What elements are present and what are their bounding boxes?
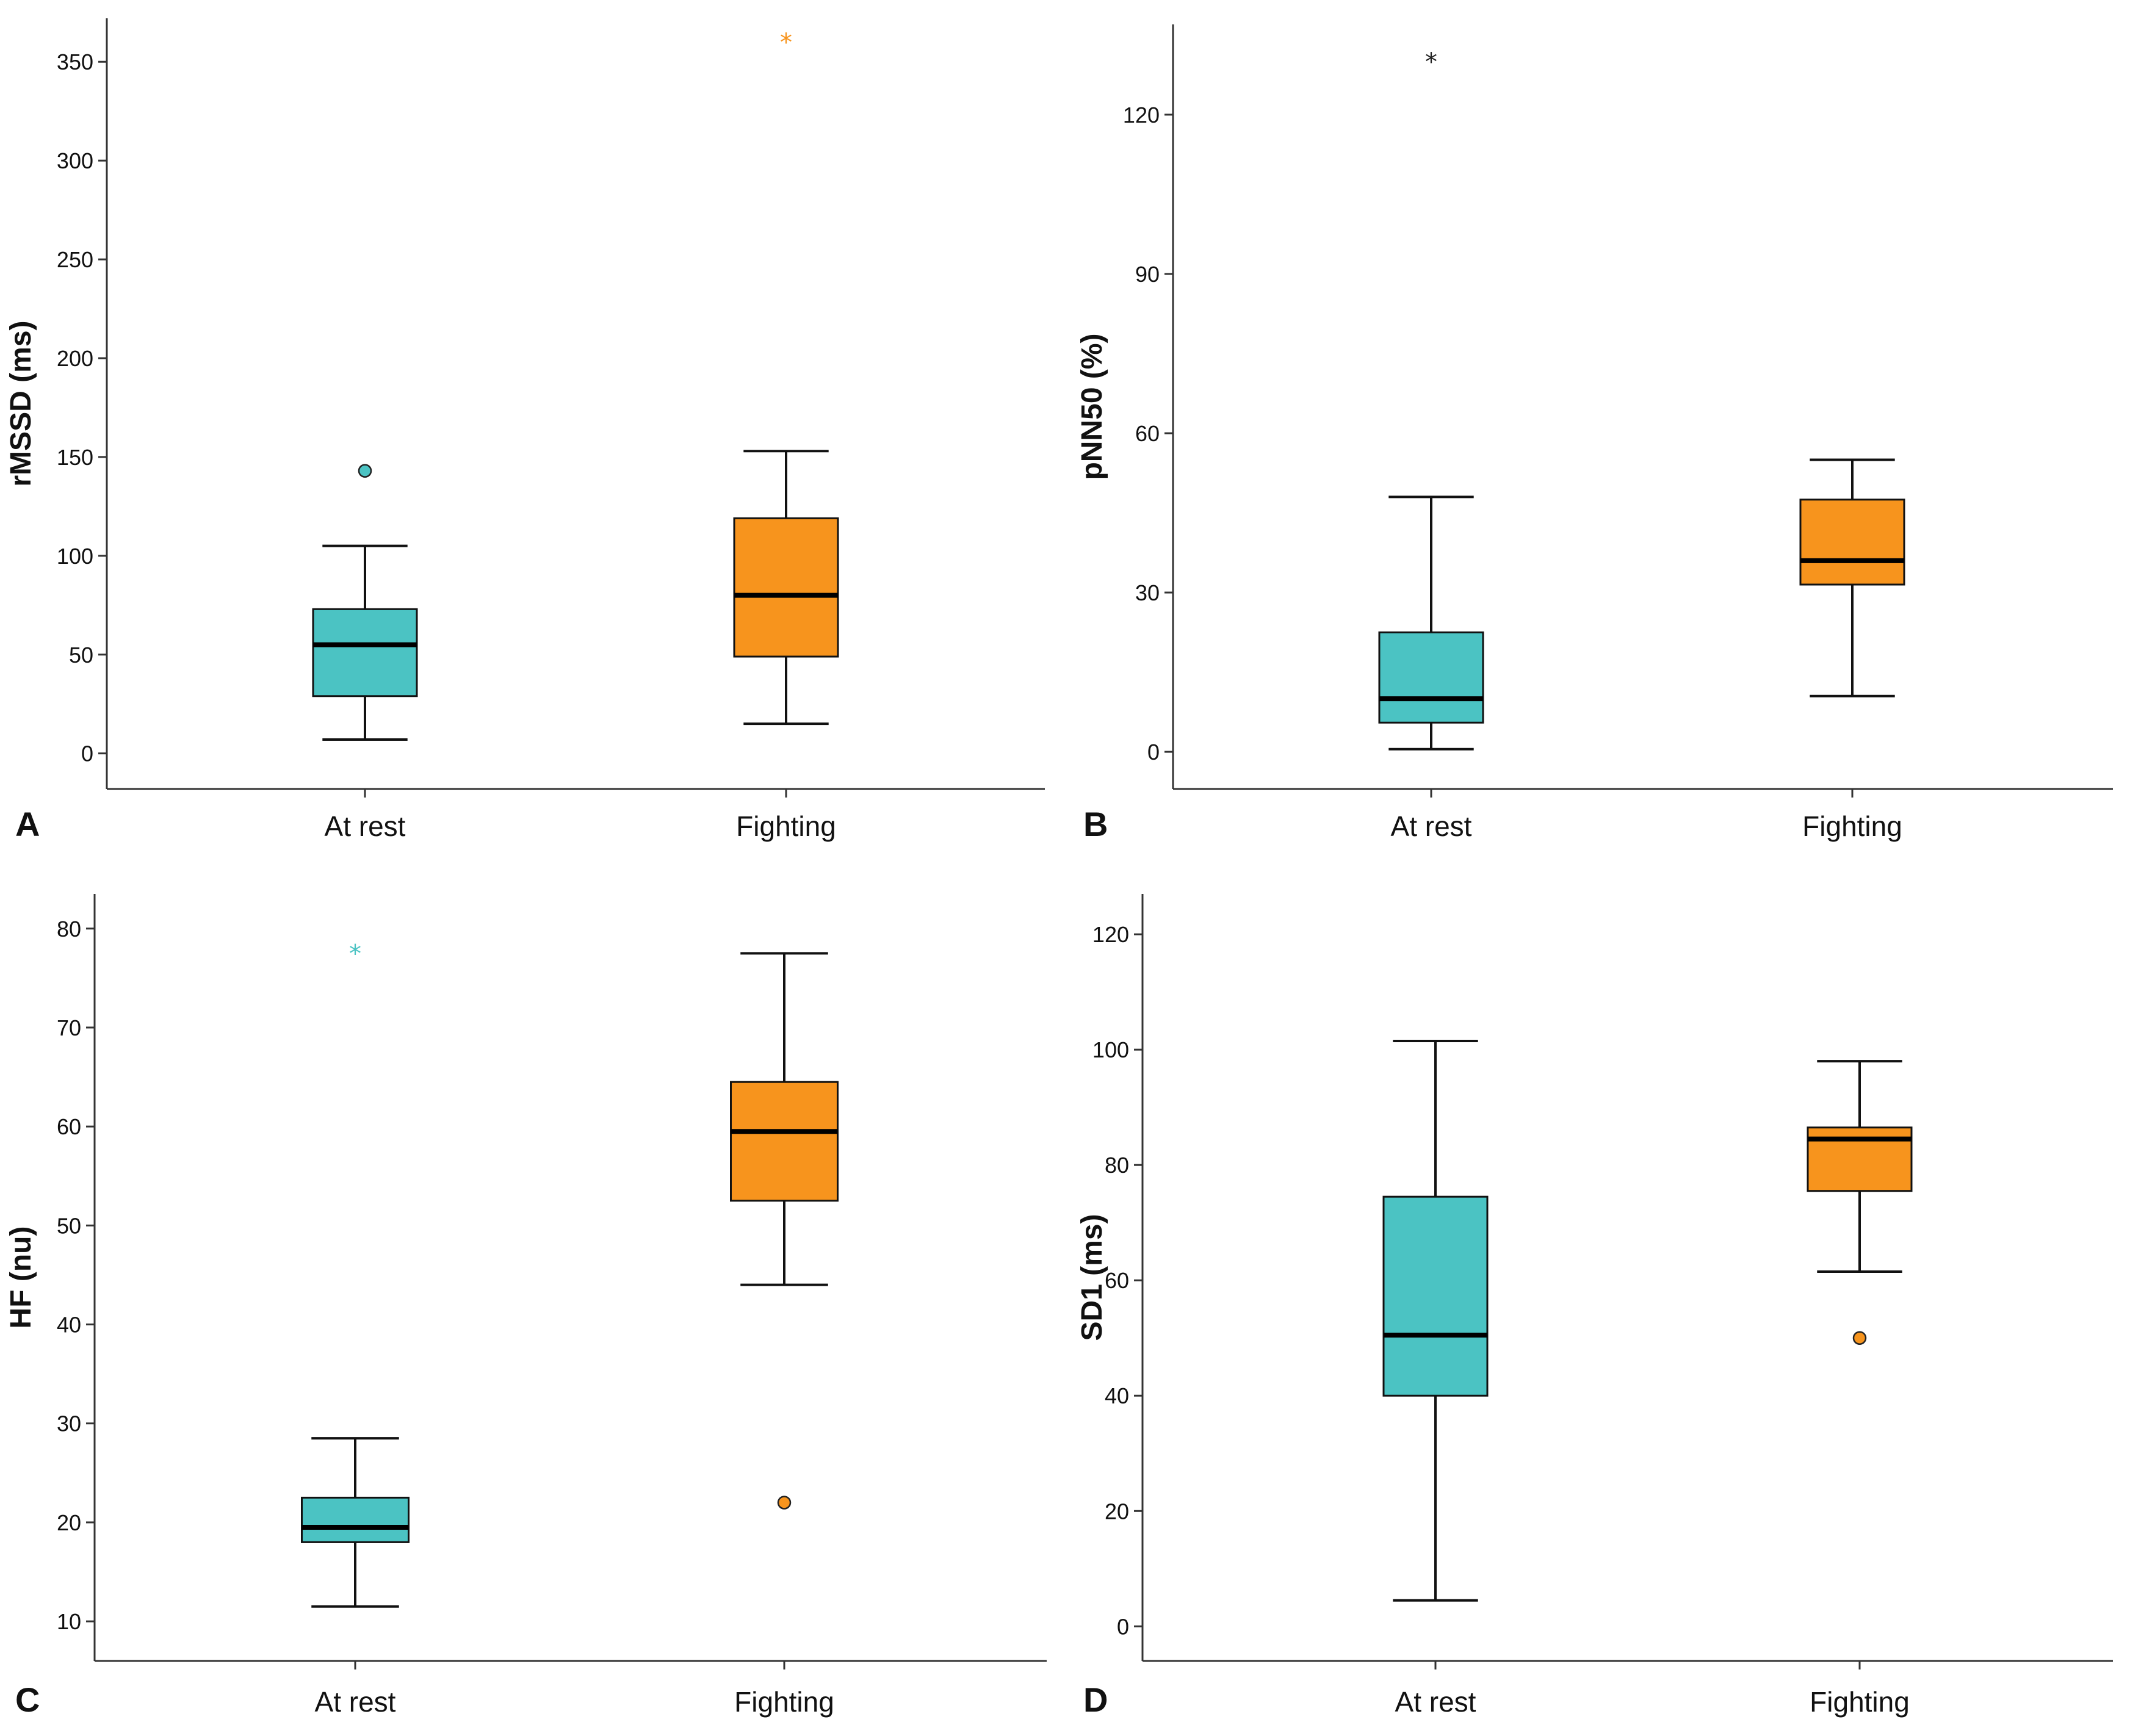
panel-letter: B bbox=[1083, 805, 1108, 843]
y-tick-label: 50 bbox=[57, 1213, 81, 1238]
y-tick-label: 30 bbox=[57, 1411, 81, 1436]
panel-letter: D bbox=[1083, 1680, 1108, 1719]
outlier-star: * bbox=[780, 29, 792, 57]
outlier-circle bbox=[358, 464, 372, 478]
y-axis-title: pNN50 (%) bbox=[1076, 333, 1108, 480]
panel-d: 0 20 40 60 80 100 120 SD1 (ms) D At rest Fighting bbox=[1076, 894, 2113, 1719]
outlier-circle bbox=[777, 1496, 792, 1510]
outlier-star: * bbox=[1425, 48, 1437, 76]
y-tick-label: 20 bbox=[1105, 1499, 1129, 1524]
box-fighting bbox=[1807, 1060, 1913, 1345]
iqr-box bbox=[1382, 1195, 1489, 1397]
x-tick-label: Fighting bbox=[1810, 1686, 1910, 1718]
y-axis-title: rMSSD (ms) bbox=[5, 320, 37, 486]
box-fighting bbox=[1799, 458, 1905, 697]
x-tick-label: At rest bbox=[325, 810, 406, 842]
y-tick-label: 40 bbox=[1105, 1383, 1129, 1408]
iqr-box bbox=[1378, 631, 1484, 724]
box-at-rest bbox=[1382, 1040, 1489, 1602]
x-tick-label: At rest bbox=[1391, 810, 1472, 842]
panel-letter: A bbox=[15, 805, 40, 843]
panel-letter: C bbox=[15, 1680, 40, 1719]
y-tick-label: 60 bbox=[1135, 421, 1160, 446]
y-tick-label: 120 bbox=[1092, 922, 1129, 947]
y-tick-label: 0 bbox=[81, 741, 93, 766]
y-tick-label: 300 bbox=[57, 148, 93, 173]
y-tick-label: 100 bbox=[57, 544, 93, 569]
y-tick-label: 60 bbox=[1105, 1268, 1129, 1293]
y-tick-label: 30 bbox=[1135, 580, 1160, 605]
x-tick-label: Fighting bbox=[1802, 810, 1902, 842]
y-tick-label: 40 bbox=[57, 1313, 81, 1338]
box-at-rest: * bbox=[1378, 48, 1484, 751]
iqr-box bbox=[312, 608, 418, 697]
y-tick-label: 80 bbox=[1105, 1153, 1129, 1178]
box-at-rest bbox=[312, 464, 418, 741]
box-at-rest: * bbox=[301, 940, 410, 1608]
y-axis-title: SD1 (ms) bbox=[1076, 1214, 1108, 1341]
outlier-circle bbox=[1852, 1331, 1867, 1345]
y-tick-label: 90 bbox=[1135, 262, 1160, 287]
y-tick-label: 200 bbox=[57, 346, 93, 371]
x-tick-label: At rest bbox=[315, 1686, 396, 1718]
y-tick-label: 80 bbox=[57, 917, 81, 942]
y-tick-label: 120 bbox=[1123, 103, 1160, 128]
y-tick-label: 250 bbox=[57, 247, 93, 272]
iqr-box bbox=[1799, 499, 1905, 586]
y-tick-label: 50 bbox=[69, 643, 93, 668]
y-tick-label: 150 bbox=[57, 445, 93, 470]
panel-b: 0 30 60 90 120 pNN50 (%) B * At rest Fighting bbox=[1076, 24, 2113, 843]
panel-a: 0 50 100 150 200 250 300 350 rMSSD (ms) A At rest *… bbox=[5, 18, 1045, 843]
y-tick-label: 350 bbox=[57, 49, 93, 74]
iqr-box bbox=[730, 1081, 839, 1202]
y-tick-label: 70 bbox=[57, 1015, 81, 1040]
x-tick-label: Fighting bbox=[736, 810, 836, 842]
y-tick-label: 0 bbox=[1147, 740, 1160, 765]
iqr-box bbox=[733, 517, 839, 658]
y-tick-label: 20 bbox=[57, 1510, 81, 1535]
y-tick-label: 60 bbox=[57, 1114, 81, 1139]
box-fighting bbox=[730, 952, 839, 1510]
outlier-star: * bbox=[349, 940, 361, 968]
panel-c: 10 20 30 40 50 60 70 80 HF (nu) C * At rest Fighting bbox=[5, 894, 1047, 1719]
x-tick-label: Fighting bbox=[734, 1686, 834, 1718]
iqr-box bbox=[301, 1496, 410, 1543]
y-tick-label: 10 bbox=[57, 1609, 81, 1634]
y-axis-title: HF (nu) bbox=[5, 1226, 37, 1329]
y-tick-label: 0 bbox=[1117, 1614, 1129, 1639]
y-tick-label: 100 bbox=[1092, 1037, 1129, 1062]
x-tick-label: At rest bbox=[1395, 1686, 1476, 1718]
box-fighting: * bbox=[733, 29, 839, 726]
